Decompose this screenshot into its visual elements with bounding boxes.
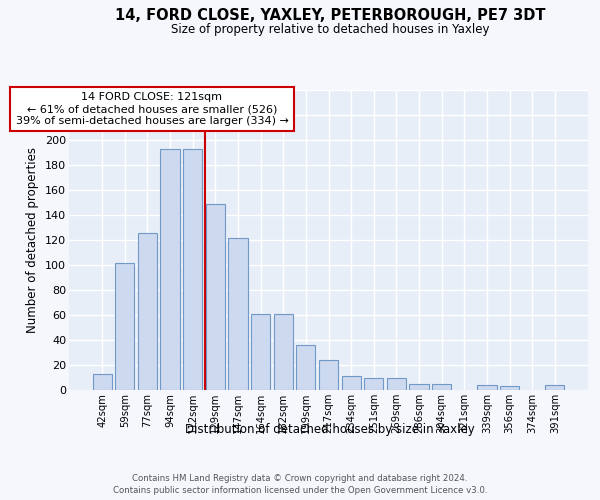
Text: Size of property relative to detached houses in Yaxley: Size of property relative to detached ho… xyxy=(171,22,489,36)
Bar xyxy=(500,386,519,390)
Bar xyxy=(477,385,497,390)
Text: 14 FORD CLOSE: 121sqm
← 61% of detached houses are smaller (526)
39% of semi-det: 14 FORD CLOSE: 121sqm ← 61% of detached … xyxy=(16,92,289,126)
Bar xyxy=(115,262,134,390)
Bar xyxy=(229,238,248,390)
Bar xyxy=(138,232,157,390)
Bar xyxy=(545,385,565,390)
Bar xyxy=(274,314,293,390)
Bar xyxy=(251,314,270,390)
Bar xyxy=(92,374,112,390)
Y-axis label: Number of detached properties: Number of detached properties xyxy=(26,147,40,333)
Bar xyxy=(409,384,428,390)
Text: Distribution of detached houses by size in Yaxley: Distribution of detached houses by size … xyxy=(185,422,475,436)
Bar xyxy=(364,378,383,390)
Text: 14, FORD CLOSE, YAXLEY, PETERBOROUGH, PE7 3DT: 14, FORD CLOSE, YAXLEY, PETERBOROUGH, PE… xyxy=(115,8,545,22)
Bar xyxy=(319,360,338,390)
Bar xyxy=(160,149,180,390)
Bar xyxy=(387,378,406,390)
Bar xyxy=(296,345,316,390)
Bar xyxy=(183,149,202,390)
Bar xyxy=(341,376,361,390)
Bar xyxy=(432,384,451,390)
Bar xyxy=(206,204,225,390)
Text: Contains HM Land Registry data © Crown copyright and database right 2024.
Contai: Contains HM Land Registry data © Crown c… xyxy=(113,474,487,495)
